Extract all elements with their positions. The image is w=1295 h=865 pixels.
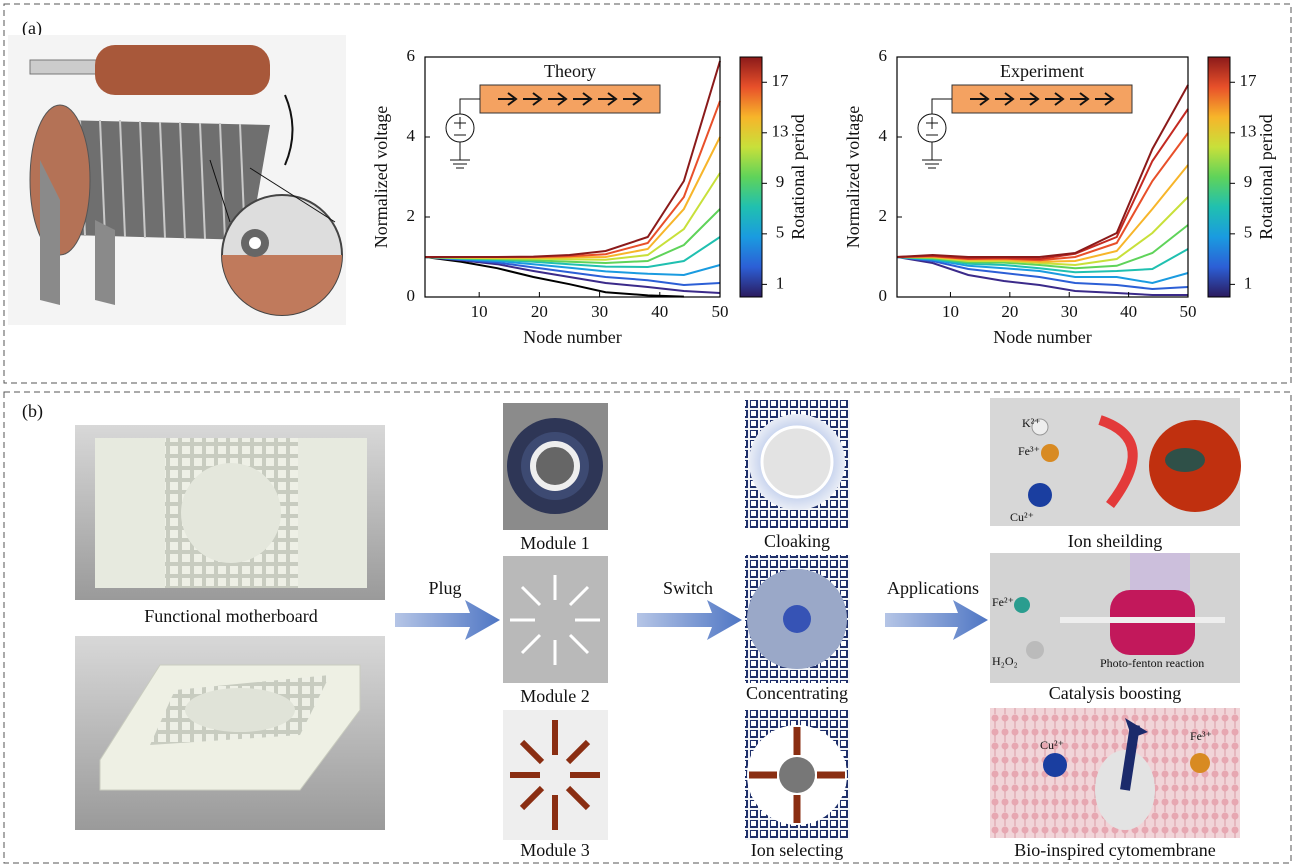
x-axis-label: Node number [993, 327, 1091, 347]
caption: Ion selecting [751, 840, 843, 860]
flow-arrows: Plug Switch Applications [395, 578, 988, 640]
y-tick-label: 2 [879, 206, 888, 225]
ion-label: Fe²⁺ [992, 595, 1014, 609]
device-render [8, 35, 346, 325]
x-tick-label: 20 [1001, 302, 1018, 321]
colorbar-tick-label: 17 [1240, 71, 1258, 90]
colorbar-tick-label: 17 [772, 71, 790, 90]
graphic-circle [533, 444, 577, 488]
graphic-circle [181, 463, 281, 563]
colorbar [740, 57, 762, 297]
y-tick-label: 6 [879, 46, 888, 65]
x-tick-label: 50 [712, 302, 729, 321]
graphic-path [885, 600, 988, 640]
colorbar-tick-label: 5 [1244, 223, 1253, 242]
ion-label: K²⁺ [1022, 416, 1041, 430]
y-tick-label: 2 [407, 206, 416, 225]
x-tick-label: 10 [942, 302, 959, 321]
graphic-rect [1130, 553, 1190, 593]
caption: Bio-inspired cytomembrane [1014, 840, 1215, 860]
x-tick-label: 50 [1180, 302, 1197, 321]
caption: Module 2 [520, 686, 590, 706]
arrow-label: Switch [663, 578, 713, 598]
graphic-circle [1014, 597, 1030, 613]
graphic-circle [1043, 753, 1067, 777]
colorbar-tick-label: 5 [776, 223, 785, 242]
graphic-ellipse [1165, 448, 1205, 472]
x-tick-label: 40 [1120, 302, 1137, 321]
y-axis-label: Normalized voltage [843, 106, 863, 248]
graphic-circle [1028, 483, 1052, 507]
graphic-circle [783, 605, 811, 633]
x-axis-label: Node number [523, 327, 621, 347]
ion-label: Cu²⁺ [1040, 738, 1064, 752]
ion-label: Cu²⁺ [1010, 510, 1034, 524]
graphic-rect [95, 45, 270, 95]
graphic-circle [249, 237, 261, 249]
caption: Concentrating [746, 683, 848, 703]
y-tick-label: 6 [407, 46, 416, 65]
y-axis-label: Normalized voltage [371, 106, 391, 248]
x-tick-label: 20 [531, 302, 548, 321]
colorbar [1208, 57, 1230, 297]
functions: Cloaking Concentrating Ion selecting [745, 400, 850, 860]
x-tick-label: 10 [471, 302, 488, 321]
modules: Module 1 Module 2 Module 3 [503, 403, 608, 860]
annotation: Experiment [1000, 61, 1084, 81]
annotation: Theory [544, 61, 596, 81]
colorbar-label: Rotational period [1256, 114, 1276, 239]
colorbar-tick-label: 1 [776, 273, 785, 292]
ion-label: H₂O₂ [992, 654, 1018, 668]
graphic-circle [1190, 753, 1210, 773]
figure: (a) (b) Functional motherboard Plug Swit… [0, 0, 1295, 865]
y-tick-label: 4 [879, 126, 888, 145]
applications: K²⁺ Fe³⁺ Cu²⁺ Fe²⁺ H₂O₂ Photo-fenton rea… [990, 398, 1241, 860]
series-line [897, 133, 1188, 260]
graphic-circle [762, 427, 832, 497]
caption: Catalysis boosting [1049, 683, 1182, 703]
colorbar-tick-label: 13 [772, 122, 789, 141]
caption: Module 1 [520, 533, 590, 553]
colorbar-tick-label: 1 [1244, 273, 1253, 292]
graphic-circle [1026, 641, 1044, 659]
caption: Module 3 [520, 840, 590, 860]
colorbar-label: Rotational period [788, 114, 808, 239]
graphic-ellipse [185, 688, 295, 732]
arrow-label: Plug [428, 578, 461, 598]
y-tick-label: 0 [879, 286, 888, 305]
series-line [425, 137, 720, 258]
y-tick-label: 0 [407, 286, 416, 305]
colorbar-tick-label: 13 [1240, 122, 1257, 141]
caption: Ion sheilding [1068, 531, 1163, 551]
graphic-path [395, 600, 500, 640]
y-tick-label: 4 [407, 126, 416, 145]
motherboard-render: Functional motherboard [75, 425, 385, 830]
x-tick-label: 30 [591, 302, 608, 321]
ion-label: Fe³⁺ [1018, 444, 1040, 458]
ion-label: Fe³⁺ [1190, 729, 1212, 743]
annotation: Photo-fenton reaction [1100, 656, 1204, 670]
graphic-circle [1041, 444, 1059, 462]
panel-label: (b) [22, 401, 43, 422]
colorbar-tick-label: 9 [1244, 172, 1253, 191]
arrow-label: Applications [887, 578, 979, 598]
caption: Functional motherboard [144, 606, 317, 626]
x-tick-label: 30 [1061, 302, 1078, 321]
graphic-circle [779, 757, 815, 793]
graphic-path [637, 600, 742, 640]
colorbar-tick-label: 9 [776, 172, 785, 191]
series-line [425, 173, 720, 260]
caption: Cloaking [764, 531, 830, 551]
x-tick-label: 40 [651, 302, 668, 321]
